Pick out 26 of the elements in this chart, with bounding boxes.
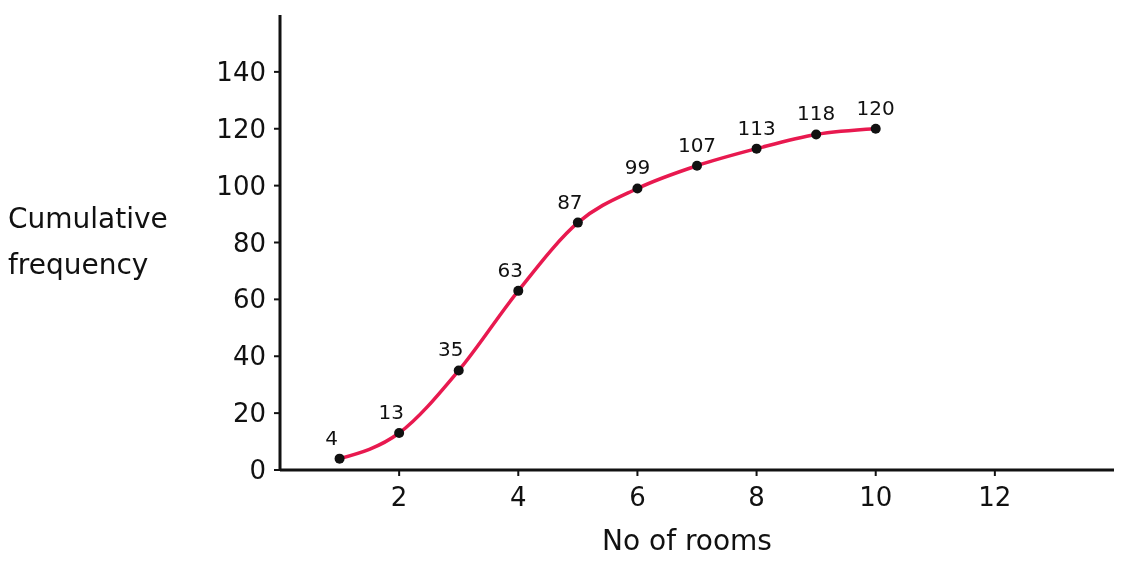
data-label: 4: [325, 425, 338, 450]
data-label: 35: [437, 337, 464, 362]
data-label: 118: [797, 101, 836, 126]
y-tick-label: 80: [232, 227, 266, 258]
y-axis-title: Cumulative frequency: [8, 202, 168, 281]
x-tick-label: 12: [978, 482, 1012, 512]
y-tick-label: 0: [249, 455, 266, 486]
data-label: 99: [624, 155, 651, 180]
x-axis-title: No of rooms: [602, 524, 772, 557]
x-tick-label: 10: [859, 482, 893, 512]
y-tick-label: 40: [232, 341, 266, 372]
data-label: 13: [378, 400, 404, 425]
data-label: 120: [856, 95, 895, 120]
y-tick-label: 60: [232, 284, 266, 315]
x-tick-label: 2: [390, 482, 408, 512]
x-tick-label: 8: [748, 482, 765, 512]
data-label: 63: [497, 257, 524, 282]
x-tick-label: 4: [510, 482, 527, 512]
y-tick-label: 100: [216, 170, 266, 201]
y-tick-label: 120: [216, 113, 266, 144]
data-label: 113: [737, 115, 776, 140]
x-tick-label: 6: [629, 482, 646, 512]
y-tick-label: 140: [216, 56, 266, 87]
data-label: 107: [677, 132, 717, 157]
data-label: 87: [557, 189, 583, 214]
y-tick-label: 20: [232, 398, 266, 429]
